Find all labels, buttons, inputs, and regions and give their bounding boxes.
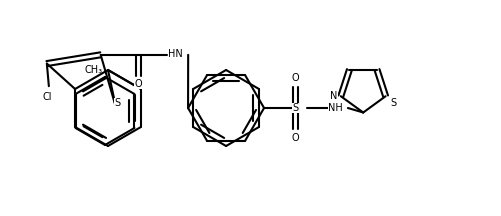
Text: HN: HN <box>168 49 182 59</box>
Text: O: O <box>291 73 299 83</box>
Text: CH₃: CH₃ <box>85 65 103 75</box>
Text: O: O <box>135 79 142 89</box>
Text: N: N <box>330 91 337 101</box>
Text: Cl: Cl <box>42 92 52 102</box>
Text: S: S <box>292 103 298 113</box>
Text: NH: NH <box>328 103 343 113</box>
Text: S: S <box>115 98 121 108</box>
Text: O: O <box>291 133 299 143</box>
Text: S: S <box>390 98 396 108</box>
